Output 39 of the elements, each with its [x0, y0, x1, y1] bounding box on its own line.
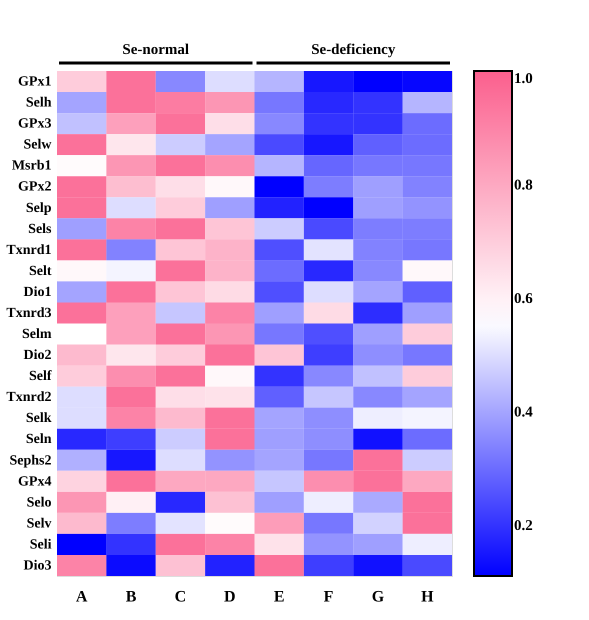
color-bar-label: 0.2 [514, 518, 533, 534]
y-tick-label: Selo [26, 495, 52, 510]
x-tick-label: C [174, 588, 186, 606]
y-tick-label: Dio3 [24, 558, 52, 574]
y-tick-label: Selh [26, 96, 52, 111]
text: Se-deficiency [311, 42, 396, 58]
x-tick-label: G [372, 588, 385, 606]
y-tick-label: Msrb1 [12, 158, 52, 174]
y-tick-label: Selm [22, 327, 52, 342]
x-tick-label: B [126, 588, 137, 606]
y-tick-label: Seln [26, 432, 52, 448]
x-tick-label: A [76, 588, 88, 606]
y-tick-label: Txnrd1 [6, 242, 52, 258]
y-tick-label: Txnrd3 [6, 306, 52, 321]
color-bar-label: 0.6 [514, 290, 534, 307]
y-tick-label: Self [28, 369, 52, 384]
y-tick-label: Selk [26, 411, 52, 426]
y-tick-label: GPx3 [18, 116, 52, 132]
y-tick-label: Sels [28, 222, 52, 237]
y-tick-label: Selv [26, 516, 52, 532]
color-bar-label: 0.4 [514, 404, 534, 420]
y-tick-label: Sephs2 [9, 453, 52, 468]
color-bar-label: 1.0 [514, 71, 533, 87]
y-tick-label: Dio2 [24, 348, 52, 364]
y-tick-label: GPx4 [18, 474, 52, 490]
color-bar-label: 0.8 [514, 177, 533, 194]
x-tick-label: D [224, 588, 236, 606]
text: Se-normal [122, 42, 190, 58]
x-tick-label: F [324, 588, 334, 606]
y-tick-label: Dio1 [24, 284, 52, 300]
y-tick-label: GPx2 [18, 180, 52, 195]
y-tick-label: Selt [28, 264, 52, 279]
y-tick-label: Seli [30, 537, 52, 552]
x-tick-label: H [421, 588, 434, 606]
y-tick-label: Selw [24, 138, 52, 153]
y-tick-label: Selp [26, 200, 52, 216]
y-tick-label: Txnrd2 [6, 390, 52, 406]
x-tick-label: E [274, 588, 285, 606]
y-tick-label: GPx1 [18, 74, 52, 90]
